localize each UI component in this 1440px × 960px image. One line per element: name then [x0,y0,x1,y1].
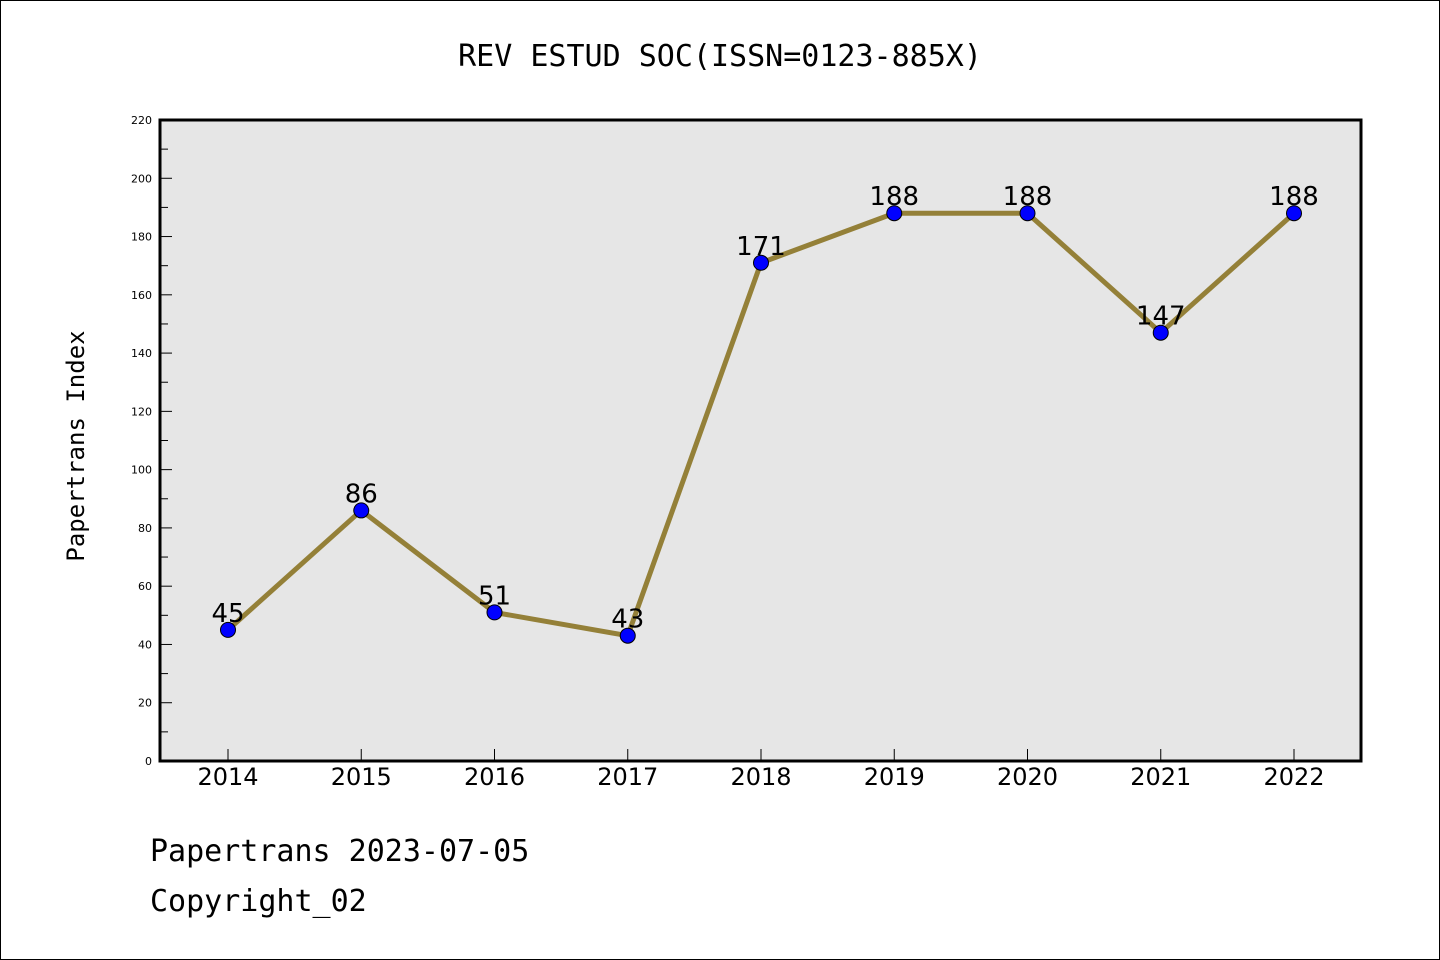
data-label: 43 [611,605,644,635]
data-label: 188 [1003,182,1053,212]
data-point [1286,205,1302,222]
data-label: 51 [478,581,511,611]
data-point [1152,324,1169,341]
y-tick-label: 200 [131,172,152,185]
footer-date: Papertrans 2023-07-05 [150,834,530,869]
y-tick-label: 140 [131,347,152,360]
y-tick-label: 120 [131,405,152,418]
x-tick-label: 2017 [597,763,658,791]
data-point [753,254,769,271]
x-tick-label: 2015 [331,763,392,791]
plot-border [158,118,1363,763]
footer-copyright: Copyright_02 [150,884,367,919]
x-tick-label: 2018 [730,763,791,791]
y-tick-label: 180 [131,231,152,244]
y-tick-label: 220 [131,114,152,127]
y-tick-label: 100 [131,464,152,477]
data-point [619,627,636,644]
data-label: 45 [211,599,244,629]
chart-title: REV ESTUD SOC(ISSN=0123-885X) [458,39,982,74]
x-tick-label: 2022 [1263,763,1324,791]
x-axis: 2014 2015 2016 2017 2018 2019 2020 2021 2022 [197,749,1325,791]
data-label: 188 [1269,182,1319,212]
x-tick-label: 2021 [1130,763,1191,791]
data-point [220,621,236,638]
x-tick-label: 2016 [464,763,525,791]
data-label: 86 [345,479,378,509]
data-point [353,502,370,519]
series-group: 45 86 51 43 171 188 188 147 188 [211,182,1319,644]
x-tick-label: 2019 [864,763,925,791]
data-point [1019,205,1036,222]
data-point [886,205,903,222]
y-tick-label: 20 [138,697,152,710]
y-tick-label: 160 [131,289,152,302]
y-tick-label: 40 [138,638,152,651]
x-tick-label: 2020 [997,763,1058,791]
data-point [486,604,503,621]
plot-area [160,120,1361,761]
data-label: 171 [736,232,786,262]
y-axis-label: Papertrans Index [62,330,90,561]
data-label: 188 [869,182,919,212]
y-tick-label: 60 [138,580,152,593]
y-axis: 0 20 40 60 80 100 120 140 160 180 200 220 [131,114,172,768]
y-tick-label: 0 [145,755,152,768]
data-label: 147 [1136,302,1186,332]
x-tick-label: 2014 [197,763,258,791]
y-tick-label: 80 [138,522,152,535]
